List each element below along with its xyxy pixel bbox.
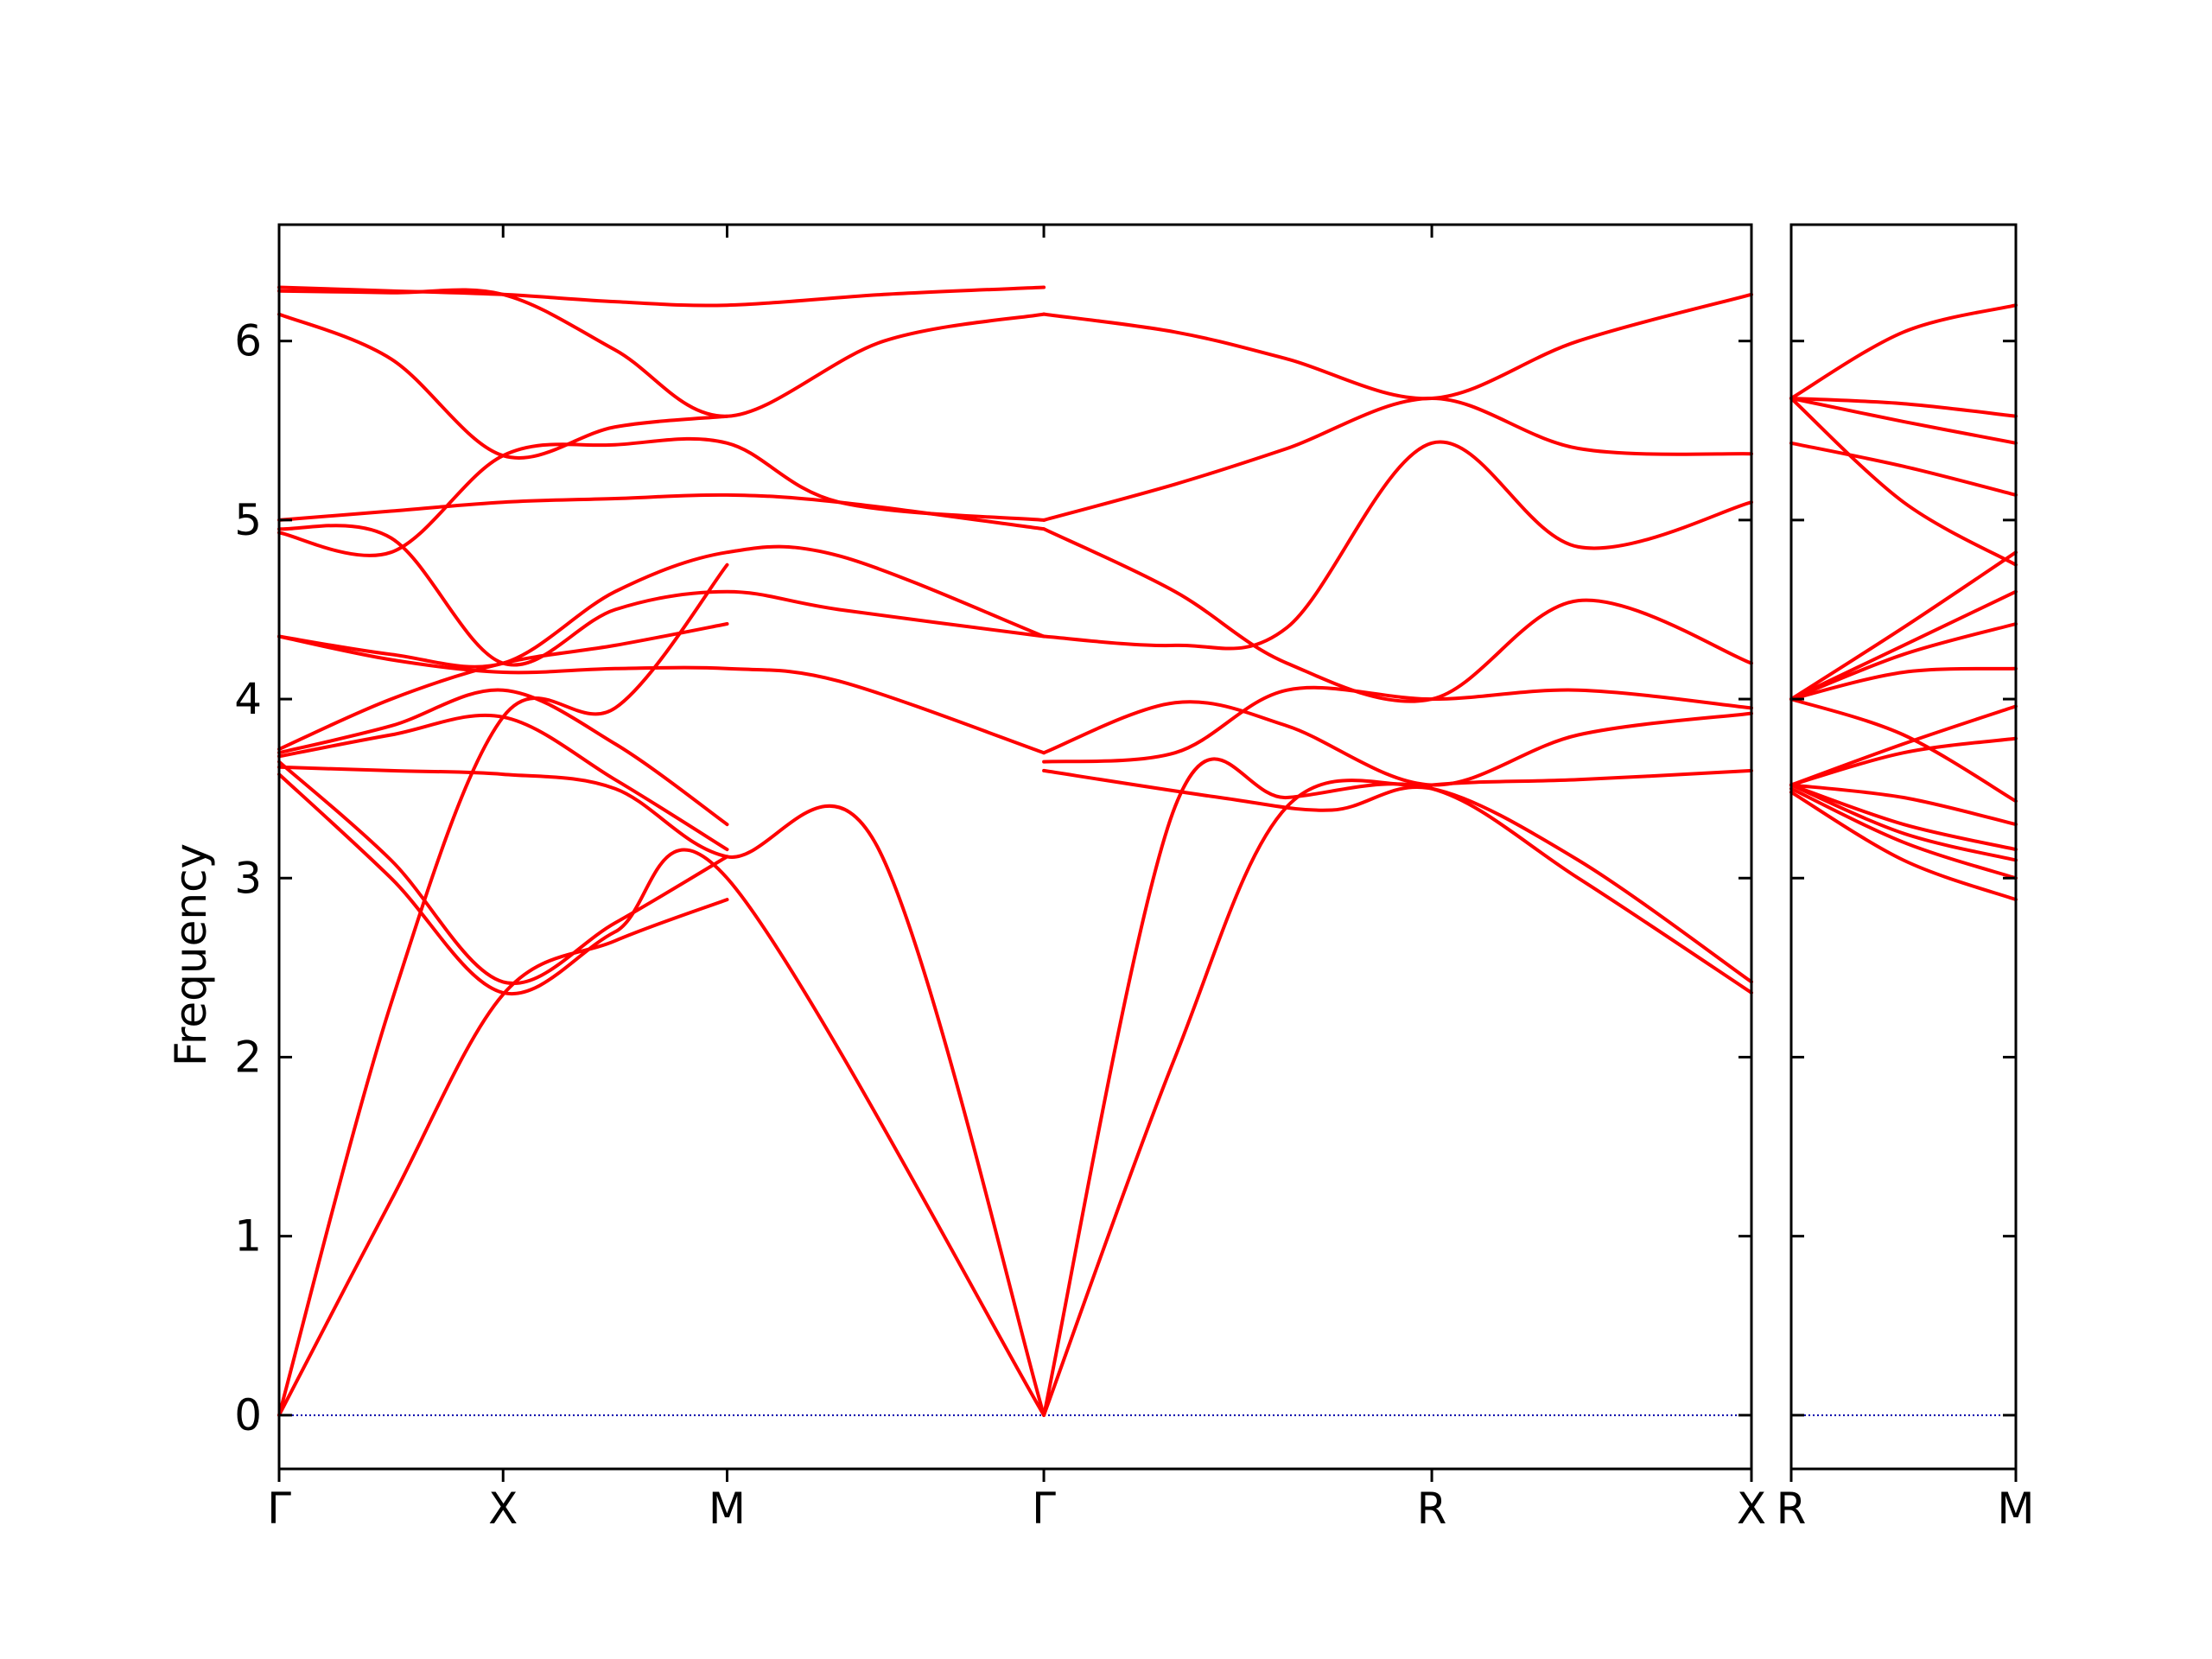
band-line-7 bbox=[277, 622, 729, 752]
x-tick-label: R bbox=[1417, 1484, 1447, 1534]
band-line-3 bbox=[1789, 441, 2018, 497]
band-line-8 bbox=[277, 634, 1046, 755]
band-line-13 bbox=[277, 312, 729, 460]
band-line-4 bbox=[1789, 397, 2018, 567]
y-tick-label: 0 bbox=[234, 1390, 262, 1440]
band-line-5 bbox=[277, 713, 729, 852]
band-line-11 bbox=[1789, 697, 2018, 804]
band-line-4 bbox=[277, 765, 1046, 1417]
plot-frame bbox=[1789, 223, 2018, 1471]
y-tick-label: 3 bbox=[234, 853, 262, 903]
band-line-21 bbox=[1042, 440, 1753, 651]
band-line-14 bbox=[277, 288, 1046, 418]
y-tick-label: 6 bbox=[234, 316, 262, 366]
band-line-11 bbox=[277, 493, 1046, 531]
x-tick-label: X bbox=[1737, 1484, 1766, 1534]
band-line-15 bbox=[1789, 786, 2018, 880]
x-tick-label: M bbox=[1997, 1484, 2034, 1534]
band-line-24 bbox=[1042, 292, 1753, 401]
y-tick-label: 5 bbox=[234, 495, 262, 545]
band-line-7 bbox=[1789, 622, 2018, 702]
band-line-15 bbox=[277, 285, 1046, 308]
band-line-1 bbox=[277, 563, 729, 1417]
band-line-1 bbox=[1789, 397, 2018, 418]
band-line-17 bbox=[1042, 757, 1753, 1417]
band-line-16 bbox=[1789, 790, 2018, 902]
band-line-13 bbox=[1789, 783, 2018, 852]
band-line-22 bbox=[1042, 527, 1753, 703]
band-line-19 bbox=[1042, 685, 1753, 764]
x-tick-label: R bbox=[1777, 1484, 1807, 1534]
y-axis-label: Frequency bbox=[166, 843, 216, 1066]
x-tick-label: Γ bbox=[1032, 1484, 1056, 1534]
plot-frame bbox=[277, 223, 1753, 1471]
band-line-10 bbox=[1789, 736, 2018, 787]
band-line-23 bbox=[1042, 397, 1753, 522]
band-line-12 bbox=[277, 436, 1046, 557]
y-tick-label: 4 bbox=[234, 674, 262, 724]
band-line-10 bbox=[277, 524, 1046, 667]
x-tick-label: Γ bbox=[267, 1484, 291, 1534]
band-line-16 bbox=[1042, 768, 1753, 1417]
x-tick-label: M bbox=[709, 1484, 746, 1534]
panel-main: 0 1 2 3 4 5 6 Γ X M Γ R X bbox=[234, 223, 1766, 1534]
y-tick-label: 2 bbox=[234, 1032, 262, 1082]
band-line-20 bbox=[1042, 700, 1753, 787]
x-tick-label: X bbox=[488, 1484, 518, 1534]
band-line-5 bbox=[1789, 550, 2018, 702]
band-line-0 bbox=[277, 898, 729, 1417]
band-line-8 bbox=[1789, 666, 2018, 702]
band-line-14 bbox=[1789, 783, 2018, 862]
band-line-18 bbox=[1042, 768, 1753, 984]
band-line-12 bbox=[1789, 783, 2018, 827]
band-line-3 bbox=[277, 760, 729, 986]
y-tick-label: 1 bbox=[234, 1211, 262, 1262]
band-line-2 bbox=[277, 772, 1046, 1417]
band-line-6 bbox=[1789, 589, 2018, 702]
band-line-6 bbox=[277, 688, 729, 827]
band-line-0 bbox=[1789, 303, 2018, 400]
band-line-9 bbox=[277, 544, 1046, 669]
band-line-2 bbox=[1789, 397, 2018, 445]
